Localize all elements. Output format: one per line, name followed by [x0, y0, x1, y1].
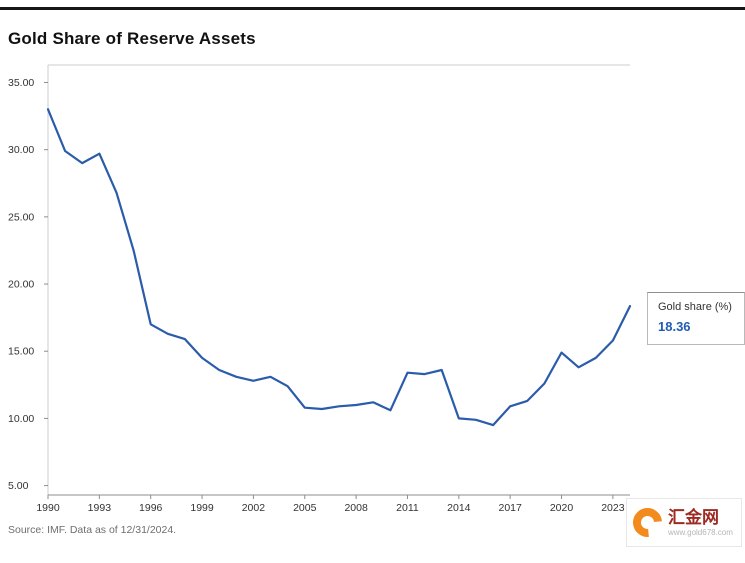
svg-text:2020: 2020 [550, 502, 574, 514]
site-logo[interactable]: 汇金网 www.gold678.com [626, 498, 742, 547]
svg-text:15.00: 15.00 [8, 346, 34, 358]
svg-text:35.00: 35.00 [8, 77, 34, 89]
svg-text:20.00: 20.00 [8, 279, 34, 291]
logo-text-group: 汇金网 www.gold678.com [668, 508, 733, 537]
svg-text:1993: 1993 [88, 502, 112, 514]
svg-text:1990: 1990 [36, 502, 60, 514]
svg-text:25.00: 25.00 [8, 211, 34, 223]
svg-text:5.00: 5.00 [8, 480, 29, 492]
legend-series-label: Gold share (%) [658, 301, 732, 313]
logo-site-url: www.gold678.com [668, 527, 733, 537]
page-title: Gold Share of Reserve Assets [8, 29, 256, 48]
svg-text:2017: 2017 [498, 502, 522, 514]
source-note: Source: IMF. Data as of 12/31/2024. [8, 524, 177, 536]
svg-text:2002: 2002 [242, 502, 266, 514]
svg-text:2014: 2014 [447, 502, 471, 514]
legend-current-value: 18.36 [658, 319, 691, 334]
svg-text:10.00: 10.00 [8, 413, 34, 425]
top-rule [0, 7, 745, 10]
logo-site-name: 汇金网 [668, 508, 719, 528]
svg-text:2023: 2023 [601, 502, 625, 514]
svg-text:1999: 1999 [190, 502, 214, 514]
svg-text:2005: 2005 [293, 502, 317, 514]
logo-ring-icon [627, 502, 668, 543]
legend-box: Gold share (%) 18.36 [647, 292, 745, 345]
svg-text:2008: 2008 [344, 502, 368, 514]
svg-text:2011: 2011 [396, 502, 419, 514]
svg-text:30.00: 30.00 [8, 144, 34, 156]
svg-text:1996: 1996 [139, 502, 163, 514]
